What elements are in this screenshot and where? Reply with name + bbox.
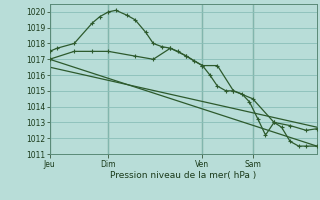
- X-axis label: Pression niveau de la mer( hPa ): Pression niveau de la mer( hPa ): [110, 171, 256, 180]
